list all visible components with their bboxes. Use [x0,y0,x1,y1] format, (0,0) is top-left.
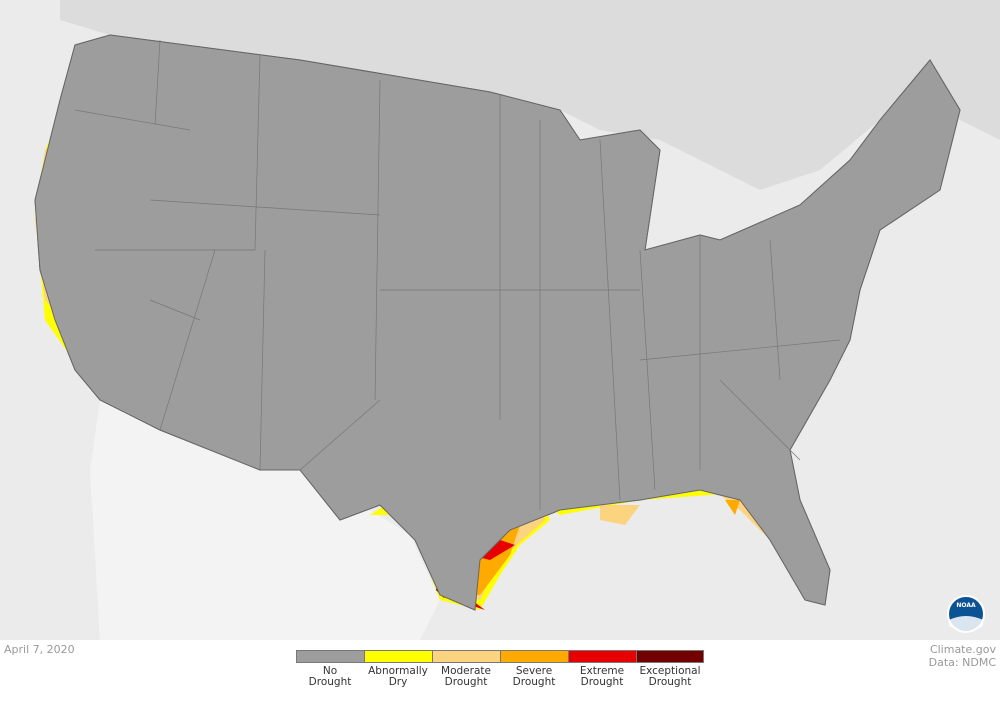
extreme-texas [422,540,515,610]
legend-item: Extreme Drought [568,650,636,688]
credit-source: Climate.gov [929,643,996,656]
credit-data: Data: NDMC [928,656,996,669]
legend-item: Exceptional Drought [636,650,704,688]
footer: April 7, 2020 No Drought Abnormally Dry Mo… [0,640,1000,704]
legend-item: Severe Drought [500,650,568,688]
mexico [90,400,440,640]
date: April 7, 2020 [4,643,75,656]
legend-label: No Drought [308,665,352,688]
legend-item: Moderate Drought [432,650,500,688]
legend-label: Moderate Drought [441,665,491,688]
legend-label: Extreme Drought [579,665,625,688]
legend-item: Abnormally Dry [364,650,432,688]
legend-swatch [500,650,568,663]
legend-swatch [568,650,636,663]
logo-wave [949,616,983,631]
logo-text: NOAA [956,602,976,609]
legend-item: No Drought [296,650,364,688]
state-borders [74,39,841,510]
noaa-logo: NOAA [947,595,985,633]
drought-map: NOAA [0,0,1000,640]
legend-swatch [364,650,432,663]
legend-label: Abnormally Dry [368,665,428,688]
legend-label: Severe Drought [512,665,556,688]
canada [60,0,1000,190]
legend-swatch [432,650,500,663]
credit: Climate.gov Data: NDMC [929,643,996,669]
legend-label: Exceptional Drought [639,665,701,688]
legend: No Drought Abnormally Dry Moderate Drought… [296,650,704,688]
legend-swatch [296,650,364,663]
legend-swatch [636,650,704,663]
